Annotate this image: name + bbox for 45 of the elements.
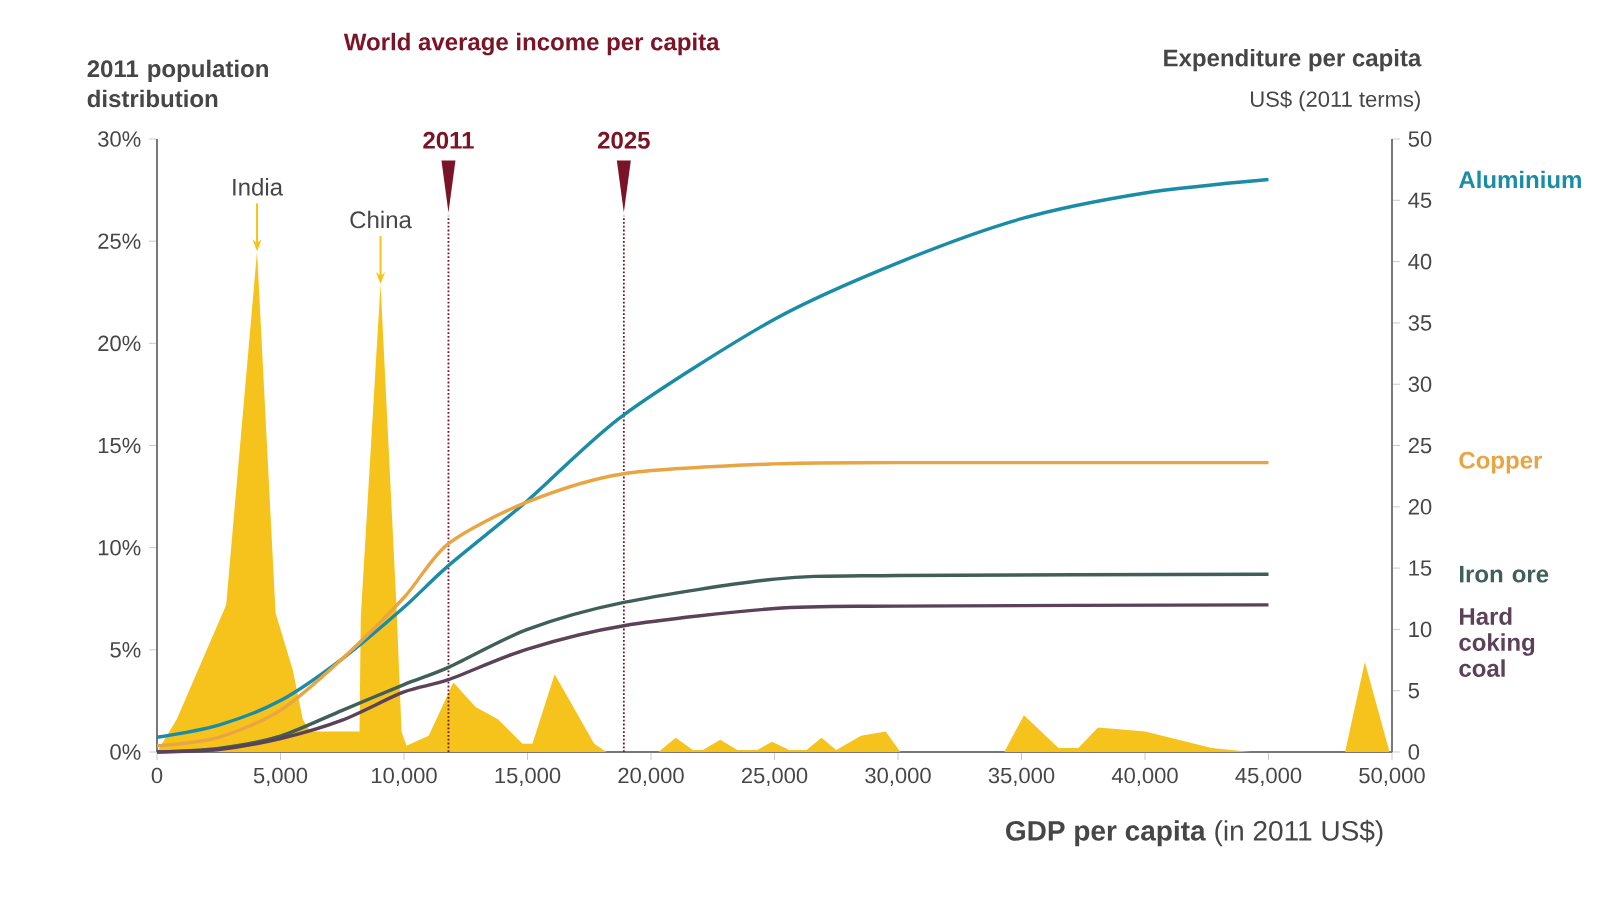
y2-tick-label: 15: [1409, 560, 1432, 576]
annotation: China: [350, 210, 412, 229]
text: Hard coking coal: [1459, 607, 1535, 677]
x-tick-label: 35,000: [988, 767, 1055, 786]
x-tick-label: 30,000: [865, 767, 931, 786]
y-tick-label: 5%: [110, 642, 141, 658]
text: Aluminium: [1458, 170, 1581, 189]
y2-tick-label: 35: [1408, 315, 1432, 331]
y2-tick-label: 40: [1408, 253, 1432, 270]
x-tick-label: 5,000: [253, 767, 308, 786]
x-tick-label: 45,000: [1235, 767, 1302, 786]
x-axis-title: GDP per capita (in 2011 US$): [1006, 819, 1383, 847]
y2-tick-label: 30: [1408, 376, 1432, 392]
y2-axis-title: Expenditure per capita: [1164, 48, 1422, 72]
y2-tick-label: 20: [1408, 499, 1432, 515]
y-tick-label: 15%: [98, 437, 141, 454]
annotation: 2025: [597, 131, 650, 149]
y2-tick-label: 5: [1408, 683, 1420, 699]
x-tick-label: 40,000: [1111, 767, 1178, 786]
y2-tick-label: 0: [1408, 744, 1420, 760]
y-tick-label: 30%: [98, 131, 141, 147]
x-tick-label: 25,000: [741, 767, 808, 786]
text: Copper: [1459, 451, 1543, 474]
x-tick-label: 50,000: [1359, 767, 1425, 786]
text: US$ (2011 terms): [1251, 90, 1420, 112]
y2-tick-label: 25: [1408, 437, 1432, 454]
x-tick-label: 15,000: [495, 767, 561, 786]
x-tick-label: 0: [151, 767, 163, 784]
annotation: India: [233, 178, 284, 196]
y-tick-label: 10%: [98, 539, 141, 556]
line-series: [155, 603, 1271, 754]
text: World average income per capita: [343, 32, 720, 56]
y-tick-label: 0%: [110, 744, 141, 760]
y2-tick-label: 10: [1409, 621, 1432, 638]
x-tick-label: 20,000: [618, 767, 684, 786]
y2-tick-label: 50: [1408, 131, 1432, 147]
y-tick-label: 20%: [98, 335, 141, 352]
y-axis-title: 2011 population distribution: [87, 59, 268, 108]
y-tick-label: 25%: [98, 233, 141, 249]
line-series: [155, 177, 1271, 739]
annotation: 2011: [423, 131, 474, 149]
y2-tick-label: 45: [1408, 192, 1432, 208]
text: Iron ore: [1459, 565, 1549, 583]
x-tick-label: 10,000: [372, 767, 437, 786]
line-series: [155, 460, 1271, 748]
